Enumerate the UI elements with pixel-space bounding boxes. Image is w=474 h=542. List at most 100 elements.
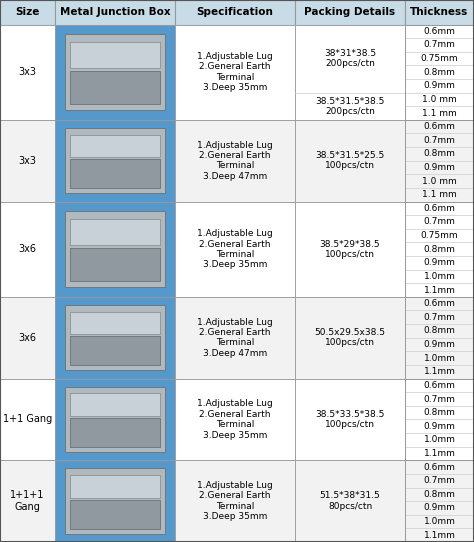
- Text: 1.1 mm: 1.1 mm: [422, 190, 457, 199]
- Text: 0.6mm: 0.6mm: [424, 27, 456, 36]
- Bar: [295, 0, 405, 24]
- Text: 3x6: 3x6: [18, 333, 36, 343]
- Text: 1.Adjustable Lug
2.General Earth
Terminal
3.Deep 47mm: 1.Adjustable Lug 2.General Earth Termina…: [197, 318, 273, 358]
- Text: 0.9mm: 0.9mm: [424, 340, 456, 349]
- Text: 1.0mm: 1.0mm: [424, 272, 456, 281]
- Bar: [64, 305, 165, 370]
- Bar: [405, 447, 474, 460]
- Bar: [405, 120, 474, 133]
- Bar: [70, 134, 160, 157]
- Bar: [295, 378, 405, 460]
- Bar: [0, 0, 55, 24]
- Text: Metal Junction Box: Metal Junction Box: [60, 7, 170, 17]
- Text: 1.Adjustable Lug
2.General Earth
Terminal
3.Deep 47mm: 1.Adjustable Lug 2.General Earth Termina…: [197, 140, 273, 181]
- Text: 1+1+1
Gang: 1+1+1 Gang: [10, 491, 45, 512]
- Bar: [70, 312, 160, 334]
- Text: 0.8mm: 0.8mm: [424, 326, 456, 335]
- Text: 0.9mm: 0.9mm: [424, 504, 456, 512]
- Text: 1.1mm: 1.1mm: [424, 449, 456, 458]
- Bar: [70, 500, 160, 528]
- Bar: [405, 188, 474, 202]
- Bar: [405, 487, 474, 501]
- Bar: [295, 297, 405, 378]
- Text: 0.8mm: 0.8mm: [424, 150, 456, 158]
- Bar: [64, 468, 165, 534]
- Bar: [70, 42, 160, 68]
- Text: 0.7mm: 0.7mm: [424, 136, 456, 145]
- Bar: [295, 24, 405, 120]
- Text: 3x6: 3x6: [18, 244, 36, 254]
- Bar: [405, 175, 474, 188]
- Bar: [405, 311, 474, 324]
- Bar: [0, 297, 55, 378]
- Bar: [405, 24, 474, 38]
- Text: Specification: Specification: [197, 7, 273, 17]
- Bar: [64, 387, 165, 452]
- Text: 3x3: 3x3: [18, 156, 36, 166]
- Text: 1.Adjustable Lug
2.General Earth
Terminal
3.Deep 35mm: 1.Adjustable Lug 2.General Earth Termina…: [197, 399, 273, 440]
- Text: 0.8mm: 0.8mm: [424, 244, 456, 254]
- Bar: [405, 528, 474, 542]
- Text: Packing Details: Packing Details: [304, 7, 396, 17]
- Bar: [405, 0, 474, 24]
- Bar: [405, 215, 474, 229]
- Bar: [405, 133, 474, 147]
- Bar: [405, 269, 474, 283]
- Text: 0.9mm: 0.9mm: [424, 259, 456, 267]
- Bar: [175, 460, 295, 542]
- Text: 1.1mm: 1.1mm: [424, 531, 456, 540]
- Bar: [70, 337, 160, 365]
- Text: 38*31*38.5
200pcs/ctn: 38*31*38.5 200pcs/ctn: [324, 49, 376, 68]
- Bar: [405, 406, 474, 420]
- Bar: [405, 24, 474, 120]
- Text: 1.Adjustable Lug
2.General Earth
Terminal
3.Deep 35mm: 1.Adjustable Lug 2.General Earth Termina…: [197, 229, 273, 269]
- Text: 0.8mm: 0.8mm: [424, 490, 456, 499]
- Text: 0.6mm: 0.6mm: [424, 463, 456, 472]
- Bar: [295, 202, 405, 297]
- Text: 1.0 mm: 1.0 mm: [422, 177, 457, 185]
- Text: 0.7mm: 0.7mm: [424, 217, 456, 227]
- Bar: [405, 392, 474, 406]
- Bar: [405, 160, 474, 175]
- Text: 1.Adjustable Lug
2.General Earth
Terminal
3.Deep 35mm: 1.Adjustable Lug 2.General Earth Termina…: [197, 52, 273, 92]
- Text: 3x3: 3x3: [18, 67, 36, 77]
- Text: 0.9mm: 0.9mm: [424, 81, 456, 91]
- Text: Thickness: Thickness: [410, 7, 469, 17]
- Bar: [295, 460, 405, 542]
- Bar: [405, 66, 474, 79]
- Text: 0.8mm: 0.8mm: [424, 68, 456, 76]
- Text: 1.Adjustable Lug
2.General Earth
Terminal
3.Deep 35mm: 1.Adjustable Lug 2.General Earth Termina…: [197, 481, 273, 521]
- Text: 0.6mm: 0.6mm: [424, 381, 456, 390]
- Bar: [405, 93, 474, 106]
- Bar: [405, 378, 474, 392]
- Bar: [55, 378, 175, 460]
- Bar: [55, 24, 175, 120]
- Bar: [295, 120, 405, 202]
- Text: 0.7mm: 0.7mm: [424, 395, 456, 403]
- Bar: [405, 324, 474, 338]
- Bar: [175, 378, 295, 460]
- Bar: [405, 229, 474, 242]
- Text: 0.6mm: 0.6mm: [424, 122, 456, 131]
- Text: 0.7mm: 0.7mm: [424, 41, 456, 49]
- Text: 0.6mm: 0.6mm: [424, 299, 456, 308]
- Bar: [405, 202, 474, 215]
- Bar: [405, 338, 474, 351]
- Text: 38.5*29*38.5
100pcs/ctn: 38.5*29*38.5 100pcs/ctn: [319, 240, 380, 259]
- Bar: [70, 418, 160, 447]
- Text: 1.1 mm: 1.1 mm: [422, 108, 457, 118]
- Text: 1.0mm: 1.0mm: [424, 517, 456, 526]
- Bar: [405, 433, 474, 447]
- Text: 1.0mm: 1.0mm: [424, 354, 456, 363]
- Bar: [70, 475, 160, 498]
- Bar: [0, 120, 55, 202]
- Bar: [405, 297, 474, 378]
- Text: 0.8mm: 0.8mm: [424, 408, 456, 417]
- Text: 0.7mm: 0.7mm: [424, 313, 456, 322]
- Bar: [70, 70, 160, 104]
- Text: 51.5*38*31.5
80pcs/ctn: 51.5*38*31.5 80pcs/ctn: [319, 492, 380, 511]
- Text: 1.0 mm: 1.0 mm: [422, 95, 457, 104]
- Text: 0.9mm: 0.9mm: [424, 163, 456, 172]
- Bar: [405, 460, 474, 474]
- Text: 38.5*31.5*25.5
100pcs/ctn: 38.5*31.5*25.5 100pcs/ctn: [315, 151, 384, 170]
